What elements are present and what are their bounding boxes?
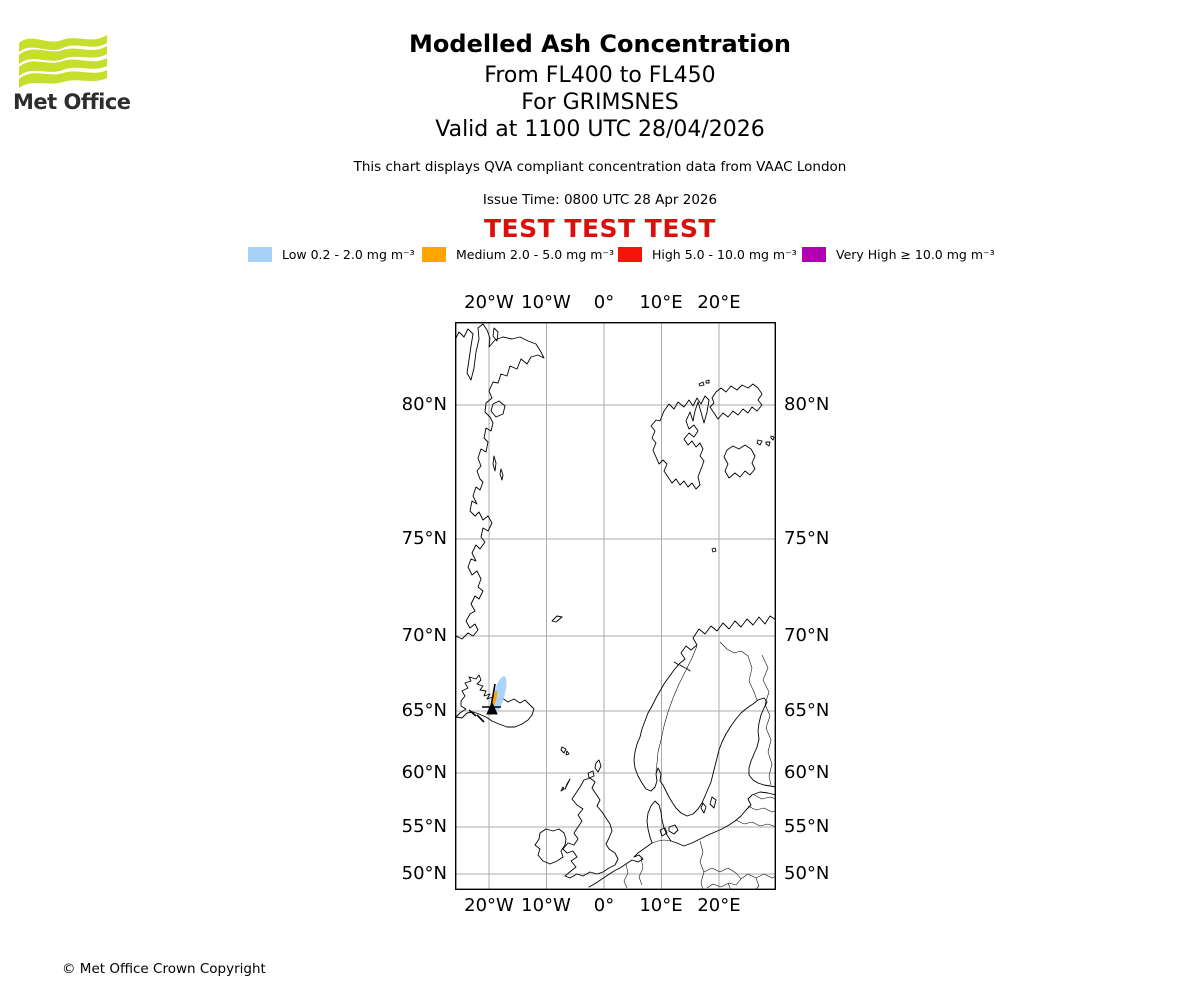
country-borders [623,641,776,890]
y-tick-left-70n: 70°N [401,625,447,646]
ash-plume-low [491,676,507,714]
legend-label-very-high: Very High ≥ 10.0 mg m⁻³ [836,246,995,262]
coastline-scandinavia [633,615,776,817]
x-tick-top-20e: 20°E [697,292,741,313]
subtitle-valid-time: Valid at 1100 UTC 28/04/2026 [435,117,765,142]
ash-plume-medium [491,690,498,708]
coastline-denmark-northsea [588,800,672,888]
legend-label-low: Low 0.2 - 2.0 mg m⁻³ [282,246,415,262]
y-tick-right-60n: 60°N [784,762,830,783]
y-tick-left-60n: 60°N [401,762,447,783]
coastline-svalbard [650,383,763,490]
x-tick-bottom-20w: 20°W [464,895,514,916]
coastline-greenland [455,323,545,643]
legend-swatch-medium [422,246,446,262]
compliance-note: This chart displays QVA compliant concen… [353,159,847,175]
ash-plume [491,676,507,714]
x-tick-bottom-0: 0° [593,895,615,916]
y-tick-left-65n: 65°N [401,700,447,721]
coastline-svalbard-small-islands [698,379,775,447]
legend-item-very-high: Very High ≥ 10.0 mg m⁻³ [802,246,995,262]
coastline-ireland [534,828,567,865]
x-tick-top-10e: 10°E [639,292,683,313]
coastline-great-britain [562,777,619,879]
met-office-logo-waves [19,35,107,88]
y-tick-right-75n: 75°N [784,528,830,549]
x-tick-top-20w: 20°W [464,292,514,313]
coastlines [455,323,776,888]
legend-swatch-high [618,246,642,262]
page-title: Modelled Ash Concentration [409,30,791,58]
y-tick-left-55n: 55°N [401,816,447,837]
copyright-notice: © Met Office Crown Copyright [62,961,266,977]
x-tick-top-0: 0° [593,292,615,313]
volcano-marker [468,683,501,723]
coastline-small-islands [551,547,717,792]
volcano-marker-triangle [486,701,498,715]
logo-wave-3 [19,58,107,76]
coastline-iceland [455,674,535,728]
coastline-baltic-islands [659,796,717,837]
coastline-greenland-islands [490,327,506,481]
legend-item-low: Low 0.2 - 2.0 mg m⁻³ [248,246,415,262]
y-tick-left-80n: 80°N [401,394,447,415]
map-canvas [455,322,776,890]
y-tick-right-50n: 50°N [784,863,830,884]
legend-swatch-low [248,246,272,262]
y-tick-right-65n: 65°N [784,700,830,721]
y-tick-right-70n: 70°N [784,625,830,646]
subtitle-volcano: For GRIMSNES [521,90,679,115]
map-border [455,322,776,890]
y-tick-left-75n: 75°N [401,528,447,549]
legend-swatch-very-high [802,246,826,262]
x-tick-bottom-10e: 10°E [639,895,683,916]
met-office-logo [14,28,111,90]
legend-label-high: High 5.0 - 10.0 mg m⁻³ [652,246,797,262]
issue-time: Issue Time: 0800 UTC 28 Apr 2026 [482,192,718,208]
y-tick-left-50n: 50°N [401,863,447,884]
graticule [455,322,776,890]
legend-item-medium: Medium 2.0 - 5.0 mg m⁻³ [422,246,614,262]
x-tick-top-10w: 10°W [521,292,571,313]
coastline-shetland-orkney [587,759,602,779]
test-banner: TEST TEST TEST [484,214,716,243]
met-office-logo-text: Met Office [13,90,131,114]
legend-label-medium: Medium 2.0 - 5.0 mg m⁻³ [456,246,615,262]
logo-wave-4 [19,70,107,88]
x-tick-bottom-20e: 20°E [697,895,741,916]
coastline-baltic-south [670,791,776,847]
logo-wave-2 [19,46,107,64]
x-tick-bottom-10w: 10°W [521,895,571,916]
legend-item-high: High 5.0 - 10.0 mg m⁻³ [618,246,797,262]
logo-wave-1 [19,35,107,52]
y-tick-right-80n: 80°N [784,394,830,415]
subtitle-flight-levels: From FL400 to FL450 [484,63,716,88]
y-tick-right-55n: 55°N [784,816,830,837]
